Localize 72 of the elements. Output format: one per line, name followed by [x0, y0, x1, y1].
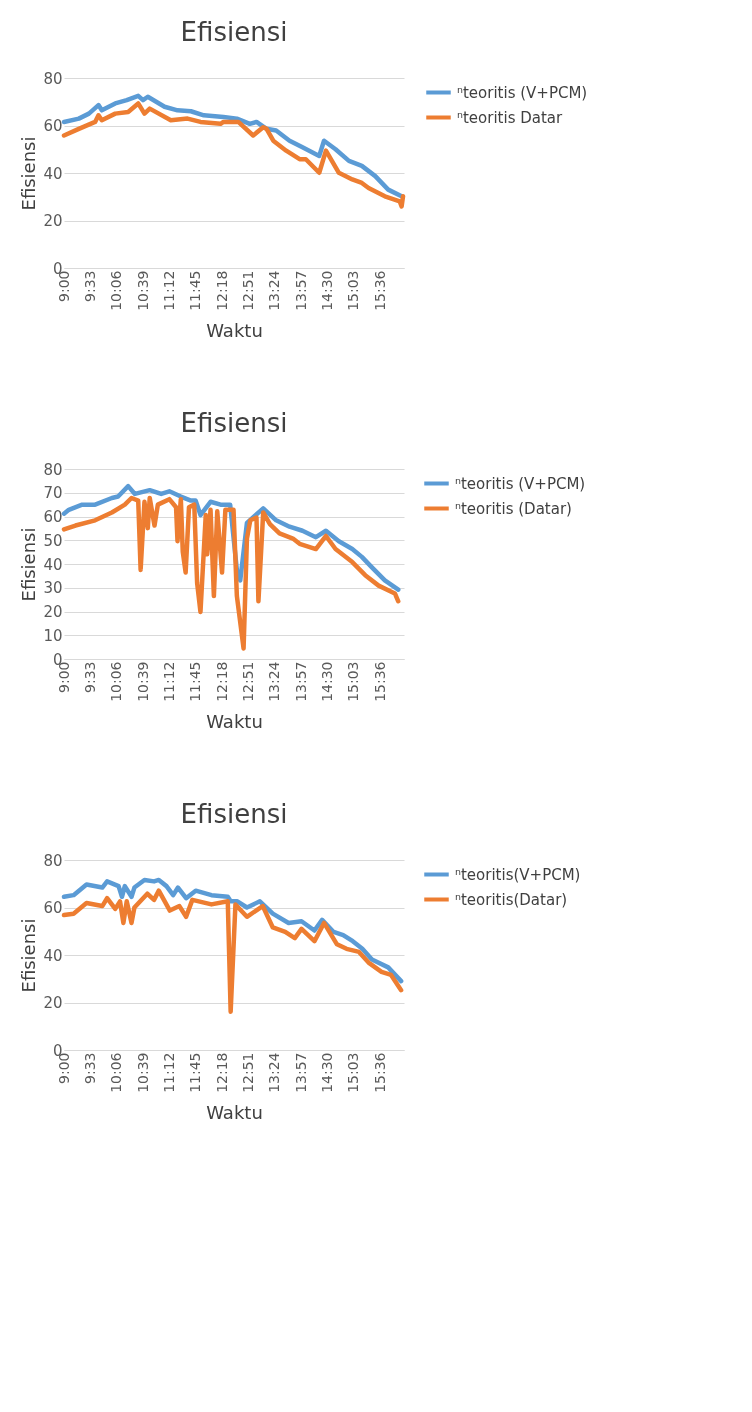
x-tick-label: 11:12	[160, 1052, 177, 1093]
chart-title: Efisiensi	[180, 17, 288, 47]
x-tick-label: 15:36	[371, 661, 388, 702]
x-tick-label: 10:39	[134, 270, 151, 311]
x-tick-label: 15:36	[371, 270, 388, 311]
x-tick-label: 13:57	[292, 270, 309, 311]
y-tick-label: 40	[43, 555, 63, 574]
y-tick-label: 20	[43, 603, 63, 621]
y-tick-label: 20	[43, 212, 63, 230]
x-tick-label: 10:39	[134, 661, 151, 702]
legend-label: ⁿteoritis (Datar)	[455, 499, 572, 518]
legend-label: ⁿteoritis (V+PCM)	[455, 474, 586, 493]
x-tick-label: 13:57	[292, 1052, 309, 1093]
y-tick-label: 80	[43, 460, 63, 479]
x-axis-title: Waktu	[206, 1101, 263, 1123]
y-tick-label: 80	[43, 851, 63, 870]
x-tick-label: 10:06	[108, 270, 125, 311]
x-tick-label: 10:39	[134, 1052, 151, 1093]
legend-label: ⁿteoritis(V+PCM)	[455, 865, 581, 884]
line-series	[61, 495, 401, 651]
x-tick-label: 15:03	[345, 270, 362, 311]
x-tick-label: 9:33	[81, 661, 98, 693]
x-tick-label: 11:45	[187, 270, 204, 311]
x-tick-label: 15:03	[345, 1052, 362, 1093]
y-tick-label: 20	[43, 994, 63, 1012]
x-tick-label: 12:51	[239, 270, 256, 311]
line-series	[61, 101, 406, 209]
line-series	[61, 888, 404, 1015]
y-axis-title: Efisiensi	[18, 918, 40, 993]
legend-label: ⁿteoritis(Datar)	[455, 890, 568, 909]
y-tick-label: 40	[43, 946, 63, 965]
x-axis-title: Waktu	[206, 319, 263, 341]
x-tick-label: 14:30	[318, 1052, 335, 1093]
x-tick-label: 11:45	[187, 661, 204, 702]
x-tick-label: 11:12	[160, 270, 177, 311]
x-tick-label: 13:24	[266, 661, 283, 702]
x-tick-label: 15:03	[345, 661, 362, 702]
x-tick-label: 9:33	[81, 270, 98, 302]
legend-label: ⁿteoritis (V+PCM)	[457, 83, 588, 102]
x-tick-label: 12:51	[239, 661, 256, 702]
x-tick-label: 11:45	[187, 1052, 204, 1093]
x-tick-label: 12:51	[239, 1052, 256, 1093]
y-tick-label: 60	[43, 117, 63, 135]
y-tick-label: 40	[43, 164, 63, 183]
x-tick-label: 12:18	[213, 661, 230, 702]
line-series	[61, 93, 404, 199]
y-tick-label: 50	[43, 531, 63, 550]
x-tick-label: 11:12	[160, 661, 177, 702]
x-tick-label: 14:30	[318, 661, 335, 702]
x-tick-label: 10:06	[108, 661, 125, 702]
x-tick-label: 12:18	[213, 270, 230, 311]
x-tick-label: 13:57	[292, 661, 309, 702]
y-axis-title: Efisiensi	[18, 136, 40, 211]
y-tick-label: 60	[43, 508, 63, 526]
y-tick-label: 60	[43, 899, 63, 917]
x-tick-label: 15:36	[371, 1052, 388, 1093]
y-axis-title: Efisiensi	[18, 527, 40, 602]
legend-label: ⁿteoritis Datar	[457, 108, 564, 127]
y-tick-label: 70	[43, 484, 63, 503]
x-tick-label: 14:30	[318, 270, 335, 311]
line-series	[61, 877, 404, 984]
x-tick-label: 9:33	[81, 1052, 98, 1084]
chart-title: Efisiensi	[180, 408, 288, 438]
x-axis-title: Waktu	[206, 710, 263, 732]
y-tick-label: 10	[43, 626, 63, 645]
chart-title: Efisiensi	[180, 799, 288, 829]
x-tick-label: 10:06	[108, 1052, 125, 1093]
y-tick-label: 30	[43, 579, 63, 598]
x-tick-label: 13:24	[266, 270, 283, 311]
x-tick-label: 12:18	[213, 1052, 230, 1093]
x-tick-label: 13:24	[266, 1052, 283, 1093]
y-tick-label: 80	[43, 69, 63, 88]
